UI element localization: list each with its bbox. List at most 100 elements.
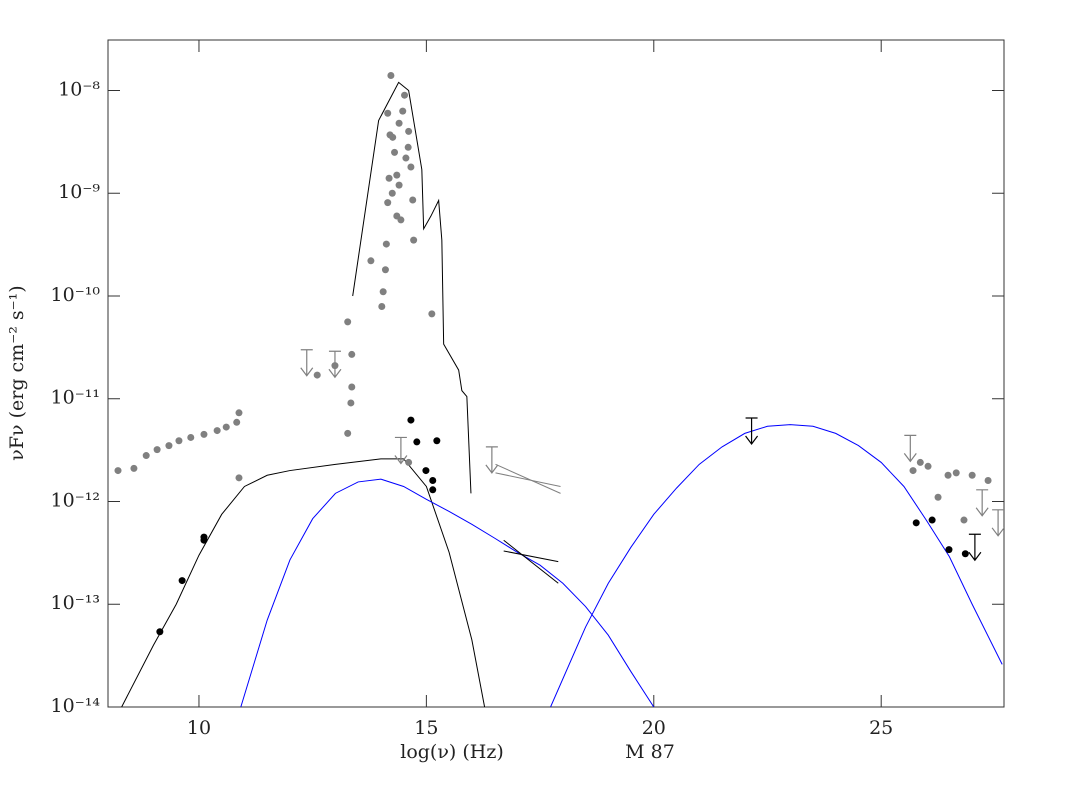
data-point <box>382 240 390 248</box>
data-point <box>912 519 920 527</box>
data-point <box>401 91 409 99</box>
x-tick-label: 20 <box>642 717 666 739</box>
y-axis-label: νFν (erg cm⁻² s⁻¹) <box>6 285 28 460</box>
upper-limit <box>485 446 499 474</box>
data-point <box>200 533 208 541</box>
x-axis-label: log(ν) (Hz) <box>400 741 504 763</box>
data-point <box>413 438 421 446</box>
data-point <box>348 350 356 358</box>
data-point <box>399 107 407 115</box>
y-tick-label: 10⁻¹² <box>51 489 100 511</box>
data-point <box>405 458 413 466</box>
model-line <box>503 550 559 563</box>
data-point <box>960 516 968 524</box>
data-point <box>405 127 413 135</box>
data-point <box>393 171 401 179</box>
data-point <box>379 288 387 296</box>
data-point <box>429 477 437 485</box>
x-tick-label: 25 <box>869 717 893 739</box>
data-point <box>389 133 397 141</box>
data-point <box>909 467 917 475</box>
data-point <box>395 119 403 127</box>
data-point <box>178 577 186 585</box>
data-point <box>944 471 952 479</box>
model-line <box>352 81 472 494</box>
data-point <box>156 628 164 636</box>
data-point <box>165 442 173 450</box>
data-point <box>213 427 221 435</box>
model-line <box>240 478 655 707</box>
data-point <box>952 469 960 477</box>
data-point <box>313 371 321 379</box>
data-point <box>222 423 230 431</box>
x-tick-label: 10 <box>187 717 211 739</box>
data-point <box>391 148 399 156</box>
data-point <box>428 310 436 318</box>
data-point <box>407 163 415 171</box>
upper-limit <box>991 509 1004 537</box>
data-point <box>384 199 392 207</box>
data-point <box>409 196 417 204</box>
data-point <box>961 550 969 558</box>
model-line <box>550 424 1003 707</box>
data-point <box>410 236 418 244</box>
data-point <box>384 109 392 117</box>
model-line <box>495 472 561 487</box>
data-point <box>395 181 403 189</box>
data-point <box>984 477 992 485</box>
y-tick-label: 10⁻¹¹ <box>51 387 100 409</box>
data-point <box>175 437 183 445</box>
data-point <box>433 437 441 445</box>
data-point <box>404 143 412 151</box>
data-point <box>187 433 195 441</box>
plot-area <box>114 71 1004 707</box>
data-point <box>402 154 410 162</box>
data-point <box>378 303 386 311</box>
data-point <box>422 467 430 475</box>
data-point <box>200 430 208 438</box>
data-point <box>916 458 924 466</box>
data-point <box>367 257 375 265</box>
data-point <box>347 399 355 407</box>
data-point <box>397 216 405 224</box>
y-tick-label: 10⁻¹⁰ <box>51 284 101 306</box>
annotation: M 87 <box>625 741 675 763</box>
data-point <box>429 486 437 494</box>
upper-limit <box>394 436 408 465</box>
data-point <box>945 546 953 554</box>
plot-frame <box>107 39 1005 708</box>
model-line <box>495 463 561 494</box>
data-point <box>348 383 356 391</box>
data-point <box>924 462 932 470</box>
data-point <box>968 471 976 479</box>
data-point <box>344 318 352 326</box>
model-line <box>503 539 559 584</box>
data-point <box>344 429 352 437</box>
data-point <box>934 493 942 501</box>
data-point <box>387 71 395 79</box>
data-point <box>235 409 243 417</box>
upper-limit <box>328 350 342 379</box>
data-point <box>130 464 138 472</box>
upper-limit <box>975 489 989 517</box>
data-point <box>153 446 161 454</box>
upper-limit <box>745 417 759 445</box>
upper-limit <box>300 349 314 377</box>
x-tick-label: 15 <box>414 717 438 739</box>
data-point <box>388 189 396 197</box>
data-point <box>385 174 393 182</box>
y-tick-label: 10⁻¹⁴ <box>51 695 101 717</box>
data-point <box>928 516 936 524</box>
data-point <box>114 467 122 475</box>
upper-limit <box>903 434 917 463</box>
data-point <box>235 474 243 482</box>
y-tick-label: 10⁻⁹ <box>58 181 100 203</box>
data-point <box>407 416 415 424</box>
data-point <box>233 418 241 426</box>
data-point <box>142 452 150 460</box>
y-tick-label: 10⁻¹³ <box>51 592 100 614</box>
y-tick-label: 10⁻⁸ <box>58 78 100 100</box>
data-point <box>381 266 389 274</box>
